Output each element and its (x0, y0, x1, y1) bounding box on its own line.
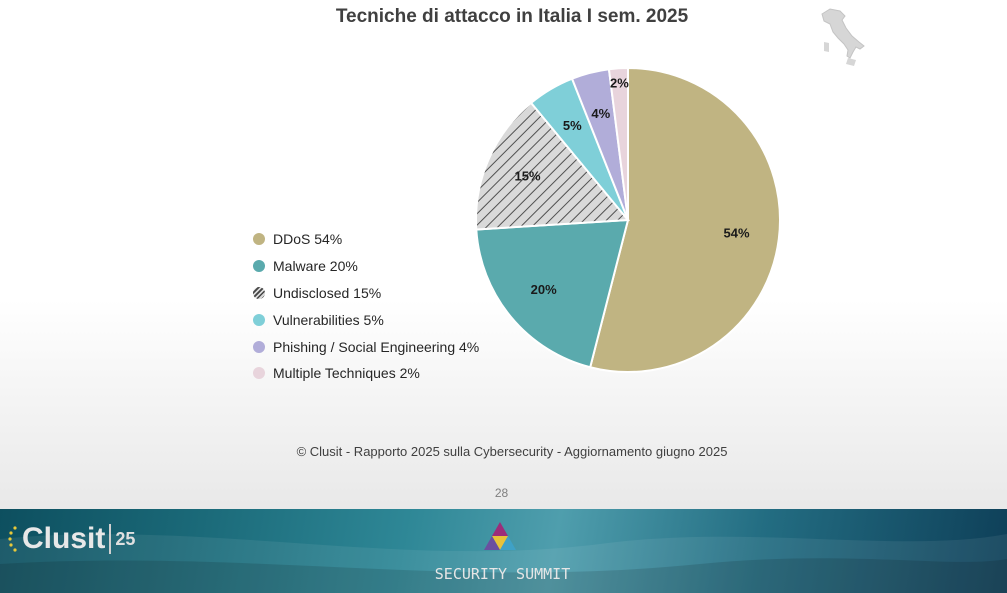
clusit-wordmark: Clusit (22, 522, 106, 555)
footer-wave-decoration (0, 534, 1007, 593)
legend-item: Undisclosed 15% (253, 280, 479, 307)
slice-label-undisclosed: 15% (515, 169, 541, 184)
source-caption: © Clusit - Rapporto 2025 sulla Cybersecu… (296, 444, 728, 459)
legend-swatch (253, 260, 265, 273)
footer-banner (0, 509, 1007, 593)
italy-map-icon (821, 8, 865, 66)
pie-slice-ddos (588, 66, 781, 373)
page-number: 28 (494, 486, 509, 500)
pie-slice-malware (475, 218, 630, 369)
legend-item: Vulnerabilities 5% (253, 306, 479, 333)
legend-label: Malware 20% (273, 258, 358, 275)
legend-swatch (253, 340, 265, 353)
legend-swatch (253, 367, 265, 380)
legend-label: Phishing / Social Engineering 4% (273, 338, 480, 355)
security-summit-logo (484, 522, 516, 550)
slice-label-multiple-techniques: 2% (610, 75, 629, 90)
slice-label-vulnerabilities: 5% (563, 118, 582, 133)
legend-item: DDoS 54% (253, 226, 479, 253)
slice-label-malware: 20% (531, 282, 557, 297)
slice-label-phishing-social-engineering: 4% (591, 106, 610, 121)
legend-label: Multiple Techniques 2% (273, 365, 420, 382)
legend-swatch (253, 233, 265, 246)
stars-icon (8, 526, 17, 552)
chart-legend: DDoS 54% Malware 20% Undisclosed 15% Vulner… (253, 226, 479, 387)
legend-item: Phishing / Social Engineering 4% (253, 333, 479, 360)
security-summit-wordmark: SECURITY SUMMIT (434, 565, 571, 583)
chart-title: Tecniche di attacco in Italia I sem. 202… (335, 6, 689, 27)
legend-item: Multiple Techniques 2% (253, 360, 479, 387)
legend-label: Undisclosed 15% (273, 284, 382, 301)
pie-slice-multiple-techniques (607, 66, 629, 221)
legend-label: DDoS 54% (273, 231, 343, 248)
legend-swatch (253, 313, 265, 326)
clusit-logo: Clusit 25 (8, 522, 135, 556)
legend-label: Vulnerabilities 5% (273, 311, 384, 328)
logo-separator (109, 524, 112, 554)
legend-swatch (253, 286, 265, 299)
clusit-anniversary: 25 (115, 529, 136, 549)
slice-label-ddos: 54% (724, 226, 750, 241)
pie-slice-undisclosed (475, 101, 631, 231)
legend-item: Malware 20% (253, 253, 479, 280)
